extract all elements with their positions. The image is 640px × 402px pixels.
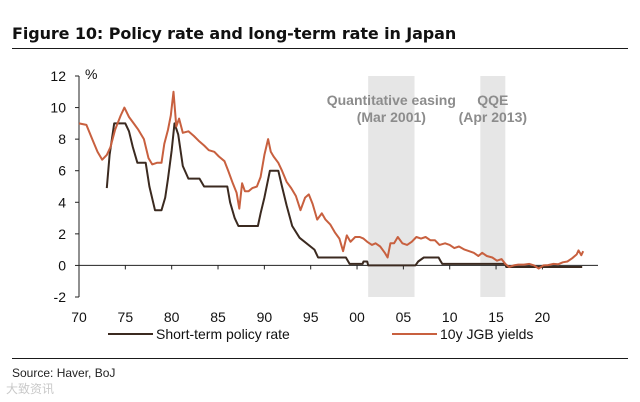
x-tick-label: 15 xyxy=(488,309,504,325)
x-tick-label: 85 xyxy=(210,309,226,325)
shaded-period-1 xyxy=(368,76,415,297)
shaded-period-1-label-2: (Mar 2001) xyxy=(357,109,426,125)
x-tick-label: 70 xyxy=(71,309,87,325)
x-tick-label: 05 xyxy=(396,309,412,325)
y-tick-label: 6 xyxy=(58,163,66,179)
y-tick-label: 12 xyxy=(50,68,66,84)
title-rule xyxy=(12,48,628,49)
x-tick-label: 90 xyxy=(257,309,273,325)
y-tick-label: -2 xyxy=(54,289,67,305)
y-tick-label: 4 xyxy=(58,194,66,210)
y-tick-label: 10 xyxy=(50,100,66,116)
figure-title: Figure 10: Policy rate and long-term rat… xyxy=(12,24,457,43)
footer-rule xyxy=(12,358,628,359)
shaded-period-2-label-1: QQE xyxy=(477,92,508,108)
y-tick-label: 8 xyxy=(58,131,66,147)
y-tick-label: 0 xyxy=(58,257,66,273)
x-tick-label: 80 xyxy=(164,309,180,325)
legend-label-1: Short-term policy rate xyxy=(156,326,290,342)
x-tick-label: 20 xyxy=(535,309,551,325)
series-line-jgb-yield xyxy=(78,90,585,270)
shaded-period-1-label-1: Quantitative easing xyxy=(327,92,456,108)
source-note: Source: Haver, BoJ xyxy=(12,366,116,380)
shaded-period-2-label-2: (Apr 2013) xyxy=(459,109,527,125)
x-tick-label: 00 xyxy=(349,309,365,325)
y-unit-label: % xyxy=(85,66,97,82)
watermark: 大致资讯 xyxy=(6,382,55,396)
x-tick-label: 75 xyxy=(118,309,134,325)
series-line-policy-rate xyxy=(105,122,583,268)
legend-label-2: 10y JGB yields xyxy=(440,326,533,342)
x-tick-label: 10 xyxy=(442,309,458,325)
y-tick-label: 2 xyxy=(58,226,66,242)
x-tick-label: 95 xyxy=(303,309,319,325)
